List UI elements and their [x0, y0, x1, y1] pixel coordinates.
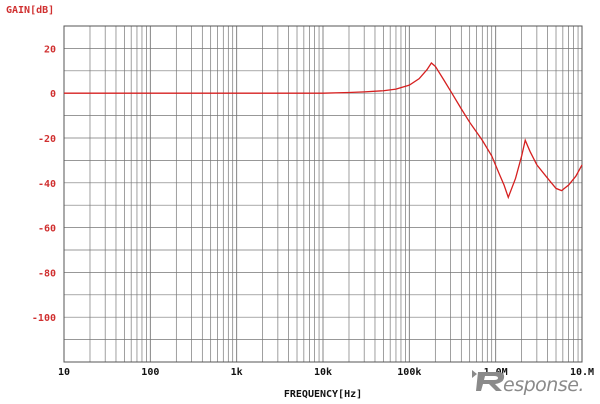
watermark-text: esponse. [503, 374, 584, 396]
x-tick-label: 100k [397, 367, 421, 378]
y-tick-label: -60 [38, 224, 56, 235]
plot-frame [63, 25, 583, 363]
x-tick-label: 1k [231, 367, 243, 378]
y-tick-label: -40 [38, 179, 56, 190]
y-tick-label: 0 [50, 89, 56, 100]
horizontal-grid-lines [64, 48, 582, 340]
x-tick-label: 10.M [570, 367, 594, 378]
x-tick-label: 100 [141, 367, 159, 378]
x-axis-title: FREQUENCY[Hz] [284, 389, 362, 400]
watermark-logo-r [472, 370, 505, 391]
y-tick-label: -80 [38, 268, 56, 279]
y-tick-label: -20 [38, 134, 56, 145]
x-tick-label: 10 [58, 367, 70, 378]
y-tick-label: 20 [44, 44, 56, 55]
vertical-grid-lines [63, 26, 583, 362]
y-axis-title: GAIN[dB] [6, 5, 54, 16]
gain-series-line [64, 61, 583, 200]
y-tick-labels: 20 0 -20 -40 -60 -80 -100 [32, 44, 56, 324]
y-tick-label: -100 [32, 313, 56, 324]
x-tick-label: 10k [314, 367, 332, 378]
response-watermark: esponse. [472, 370, 584, 396]
